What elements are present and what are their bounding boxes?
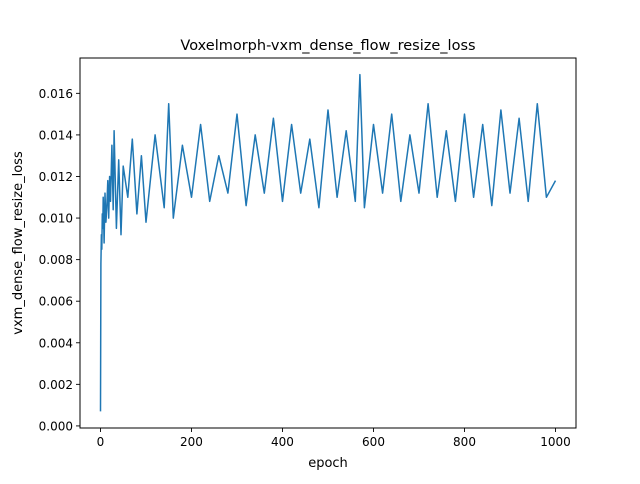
x-axis-ticks: 0 200 400 600 800 1000 (97, 428, 571, 449)
x-tick-label: 400 (271, 435, 294, 449)
x-tick-label: 1000 (540, 435, 571, 449)
x-axis-label: epoch (308, 456, 348, 471)
y-tick-label: 0.006 (39, 295, 73, 309)
x-tick-label: 0 (97, 435, 105, 449)
y-tick-label: 0.004 (39, 336, 73, 350)
y-axis-label: vxm_dense_flow_resize_loss (11, 151, 26, 335)
x-tick-label: 600 (362, 435, 385, 449)
chart-title: Voxelmorph-vxm_dense_flow_resize_loss (180, 38, 475, 54)
y-tick-label: 0.012 (39, 170, 73, 184)
y-tick-label: 0.000 (39, 419, 73, 433)
series-line (99, 73, 557, 412)
plot-area (99, 73, 557, 412)
x-tick-label: 800 (453, 435, 476, 449)
y-axis-ticks: 0.000 0.002 0.004 0.006 0.008 0.010 0.012 0.014… (39, 87, 80, 433)
y-tick-label: 0.010 (39, 212, 73, 226)
y-tick-label: 0.014 (39, 128, 73, 142)
x-tick-label: 200 (180, 435, 203, 449)
plot-frame (79, 57, 577, 429)
y-tick-label: 0.008 (39, 253, 73, 267)
y-tick-label: 0.016 (39, 87, 73, 101)
y-tick-label: 0.002 (39, 378, 73, 392)
